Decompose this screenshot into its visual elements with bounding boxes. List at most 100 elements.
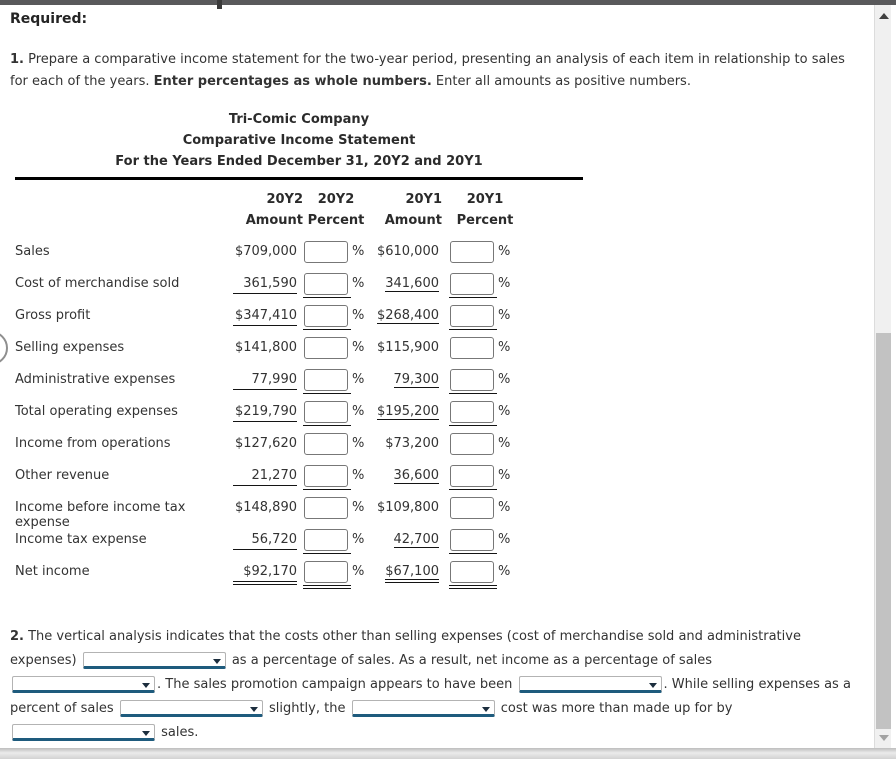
amount-20y1-selling-expenses: $115,900 [376,340,439,355]
q2-text-2: as a percentage of sales. As a result, n… [227,653,713,668]
percent-20y1-income-tax-input[interactable] [450,529,494,551]
percent-sign: % [352,436,365,451]
window-top-edge [0,0,896,5]
percent-20y2-sales-input[interactable] [304,241,348,263]
instruction-1-bold: Enter percentages as whole numbers. [153,74,432,89]
scroll-down-button[interactable] [875,729,892,746]
percent-20y2-net-income-input[interactable] [304,561,348,583]
percent-sign: % [498,436,511,451]
percent-20y1-cms-input[interactable] [450,273,494,295]
percent-sign: % [498,308,511,323]
percent-20y1-admin-expenses-input[interactable] [450,369,494,391]
percent-sign: % [352,276,365,291]
percent-sign: % [352,308,365,323]
percent-sign: % [352,468,365,483]
amount-20y2-total-op-expenses: $219,790 [233,404,297,422]
percent-sign: % [352,244,365,259]
percent-20y2-income-before-tax-input[interactable] [304,497,348,519]
instruction-1-number: 1. [10,52,24,67]
scroll-up-button[interactable] [875,7,892,24]
amount-20y2-income-tax: 56,720 [233,532,297,550]
statement-title: Comparative Income Statement [182,133,416,148]
amount-20y2-income-before-tax: $148,890 [234,500,297,515]
percent-sign: % [498,372,511,387]
q2-text-6: cost was more than made up for by [496,701,733,716]
percent-sign: % [498,244,511,259]
percent-20y2-other-revenue-input[interactable] [304,465,348,487]
vertical-scrollbar[interactable] [874,5,891,748]
assignment-content: Required: 1. Prepare a comparative incom… [0,5,874,748]
percent-20y1-selling-expenses-input[interactable] [450,337,494,359]
percent-sign: % [498,500,511,515]
q2-text-3: . The sales promotion campaign appears t… [157,677,517,692]
percent-20y1-gross-profit-input[interactable] [450,305,494,327]
instruction-1-text-c: Enter all amounts as positive numbers. [431,74,691,89]
costs-change-dropdown[interactable] [82,652,226,669]
percent-20y2-total-op-expenses-input[interactable] [304,401,348,423]
company-name: Tri-Comic Company [228,112,370,127]
chevron-down-icon [648,683,657,688]
q2-text-5: slightly, the [264,701,350,716]
table-row-net-income: Net income $92,170 % $67,100 % [15,561,583,589]
percent-20y1-total-op-expenses-input[interactable] [450,401,494,423]
percent-20y1-other-revenue-input[interactable] [450,465,494,487]
required-heading: Required: [10,11,88,27]
table-row-income-before-tax: Income before income tax expense $148,89… [15,497,583,530]
table-row-administrative-expenses: Administrative expenses 77,990 % 79,300 … [15,369,583,394]
percent-20y2-admin-expenses-input[interactable] [304,369,348,391]
window-top-notch [217,0,222,9]
question-2-number: 2. [10,629,24,644]
amount-20y2-sales: $709,000 [234,244,297,259]
percent-20y2-selling-expenses-input[interactable] [304,337,348,359]
amount-20y1-admin-expenses: 79,300 [393,372,439,388]
amount-20y2-income-from-ops: $127,620 [234,436,297,451]
amount-20y2-gross-profit: $347,410 [233,308,297,326]
table-row-sales: Sales $709,000 % $610,000 % [15,241,583,263]
percent-20y2-income-from-ops-input[interactable] [304,433,348,455]
percent-sign: % [498,532,511,547]
table-row-cost-of-merchandise-sold: Cost of merchandise sold 361,590 % 341,6… [15,273,583,298]
percent-20y2-gross-profit-input[interactable] [304,305,348,327]
percent-20y2-cms-input[interactable] [304,273,348,295]
percent-sign: % [498,404,511,419]
net-income-change-dropdown[interactable] [12,676,155,693]
campaign-result-dropdown[interactable] [518,676,662,693]
percent-20y1-income-before-tax-input[interactable] [450,497,494,519]
percent-sign: % [498,340,511,355]
table-row-other-revenue: Other revenue 21,270 % 36,600 % [15,465,583,490]
q2-text-1: The vertical analysis indicates that the… [10,629,801,668]
chevron-down-icon [212,659,221,664]
amount-20y1-cms: 341,600 [385,276,439,292]
statement-rule [15,177,583,180]
percent-20y1-income-from-ops-input[interactable] [450,433,494,455]
amount-20y1-income-before-tax: $109,800 [376,500,439,515]
amount-20y1-other-revenue: 36,600 [393,468,439,484]
percent-sign: % [498,468,511,483]
column-headers: 20Y2 Amount 20Y2 Percent 20Y1 Amount 20Y… [15,189,583,231]
header-20y2-percent: 20Y2 Percent [307,192,365,228]
chevron-down-icon [481,707,490,712]
percent-20y1-net-income-input[interactable] [450,561,494,583]
header-20y1-amount: 20Y1 Amount [384,192,442,228]
chevron-down-icon [249,707,258,712]
percent-sign: % [352,500,365,515]
amount-20y1-net-income: $67,100 [385,564,439,583]
cost-type-dropdown[interactable] [351,700,495,717]
income-statement: Tri-Comic Company Comparative Income Sta… [15,109,583,589]
amount-20y2-net-income: $92,170 [233,564,297,585]
statement-titles: Tri-Comic Company Comparative Income Sta… [15,109,583,172]
percent-20y1-sales-input[interactable] [450,241,494,263]
scrollbar-thumb[interactable] [876,333,891,729]
scroll-down-icon [878,734,889,741]
statement-period: For the Years Ended December 31, 20Y2 an… [115,154,483,169]
table-row-income-tax-expense: Income tax expense 56,720 % 42,700 % [15,529,583,554]
header-20y1-percent: 20Y1 Percent [456,192,514,228]
selling-expenses-change-dropdown[interactable] [119,700,263,717]
q2-text-7: sales. [157,725,199,740]
sales-change-dropdown[interactable] [12,724,155,741]
header-spacer [15,189,230,231]
percent-20y2-income-tax-input[interactable] [304,529,348,551]
amount-20y1-income-tax: 42,700 [393,532,439,548]
percent-sign: % [498,276,511,291]
percent-sign: % [352,532,365,547]
